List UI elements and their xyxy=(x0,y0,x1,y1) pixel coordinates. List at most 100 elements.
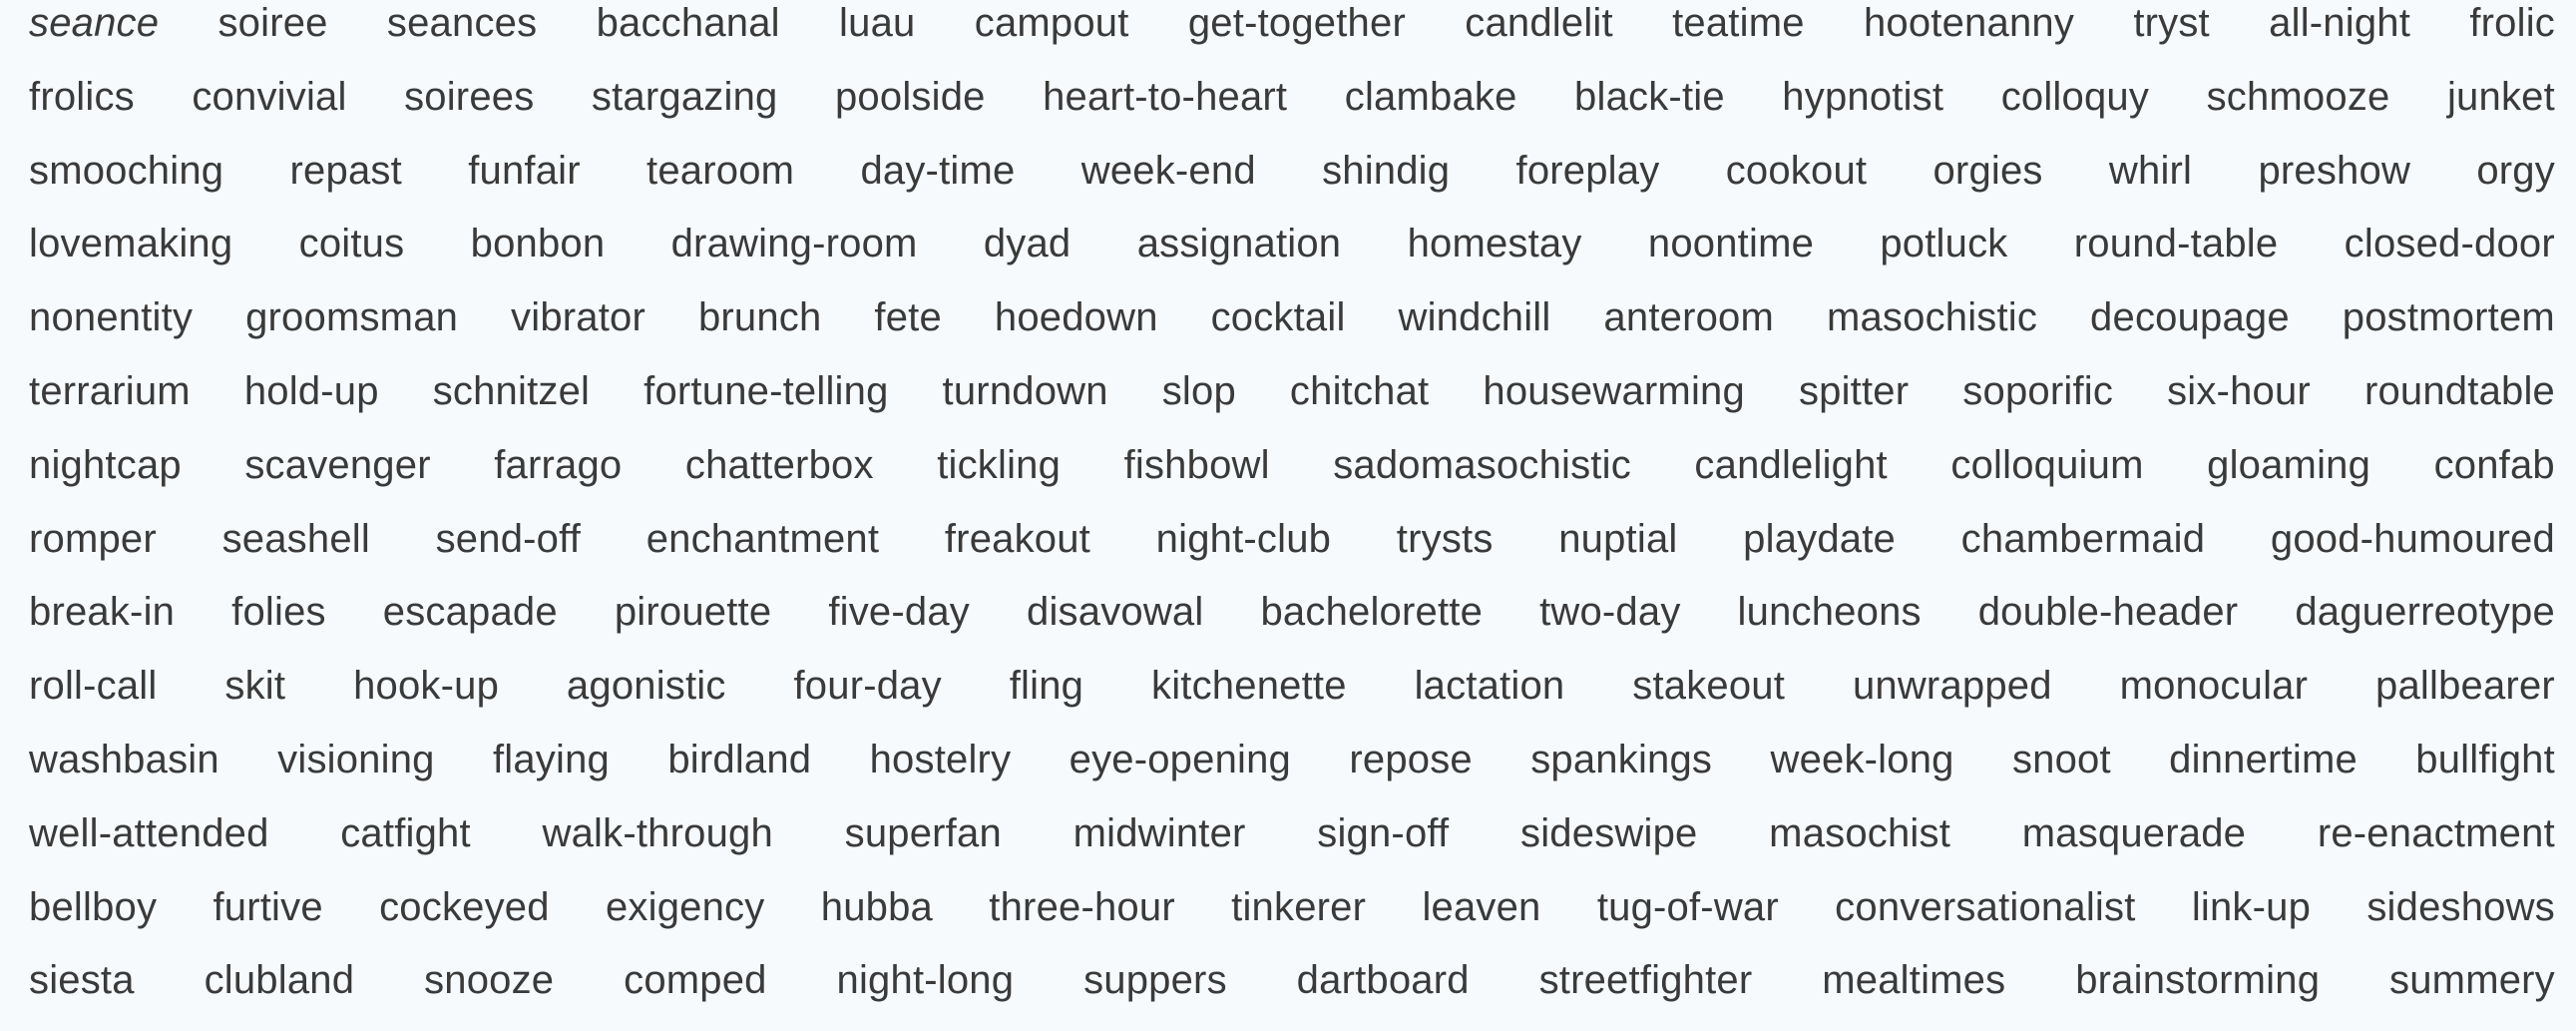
word-item: dyad xyxy=(983,222,1072,266)
word-item: smooching xyxy=(29,148,224,193)
word-item: groomsman xyxy=(245,295,459,340)
word-item: heart-to-heart xyxy=(1043,74,1288,119)
word-item: masochist xyxy=(1769,810,1951,855)
word-item: two-day xyxy=(1539,590,1681,635)
word-item: eye-opening xyxy=(1069,737,1292,781)
word-item: comped xyxy=(624,958,767,1003)
word-item: night-club xyxy=(1155,516,1332,561)
word-item: snooze xyxy=(424,958,555,1003)
word-item: break-in xyxy=(29,590,176,635)
word-item: sideshows xyxy=(2366,884,2555,929)
word-item: shindig xyxy=(1322,148,1451,193)
word-item: foreplay xyxy=(1515,148,1660,193)
word-item: double-header xyxy=(1977,590,2239,635)
word-item: roll-call xyxy=(29,664,158,709)
word-item: anteroom xyxy=(1603,295,1775,340)
word-item: homestay xyxy=(1407,222,1582,266)
word-item: six-hour xyxy=(2167,368,2311,413)
word-item: repose xyxy=(1349,737,1473,781)
word-item: vibrator xyxy=(511,295,646,340)
word-item: chatterbox xyxy=(684,442,874,487)
word-item: four-day xyxy=(793,664,942,709)
word-item: fishbowl xyxy=(1123,442,1270,487)
word-item: coitus xyxy=(298,222,405,266)
word-row: romper seashell send-off enchantment freakou… xyxy=(29,516,2555,590)
word-row: break-in folies escapade pirouette five-day d… xyxy=(29,589,2555,663)
word-item: cookout xyxy=(1725,148,1868,193)
word-row: seance soiree seances bacchanal luau campout g… xyxy=(29,0,2555,74)
word-item: tryst xyxy=(2133,1,2210,45)
word-item: poolside xyxy=(834,74,986,119)
word-item: five-day xyxy=(828,590,970,635)
word-item: noontime xyxy=(1647,222,1815,266)
word-item: birdland xyxy=(667,737,812,781)
word-item: disavowal xyxy=(1027,590,1204,635)
word-item: whirl xyxy=(2108,148,2193,193)
word-item: postmortem xyxy=(2342,295,2555,340)
word-item: freakout xyxy=(944,516,1090,561)
word-item: midwinter xyxy=(1073,810,1246,855)
word-item: frolics xyxy=(29,74,135,119)
word-item: skit xyxy=(224,664,286,709)
word-item: chitchat xyxy=(1289,368,1430,413)
word-item: bachelorette xyxy=(1260,590,1484,635)
word-item: schmooze xyxy=(2206,74,2390,119)
word-item: masochistic xyxy=(1826,295,2038,340)
word-row: well-attended catfight walk-through superfa… xyxy=(29,810,2555,884)
word-item: gloaming xyxy=(2207,442,2371,487)
word-item: week-long xyxy=(1770,737,1954,781)
word-item: clambake xyxy=(1344,74,1517,119)
word-item: tickling xyxy=(937,442,1062,487)
word-item: slop xyxy=(1161,368,1236,413)
word-row: terrarium hold-up schnitzel fortune-telling… xyxy=(29,368,2555,442)
word-row: lovemaking coitus bonbon drawing-room dyad as… xyxy=(29,221,2555,294)
word-item: orgies xyxy=(1932,148,2043,193)
word-item: get-together xyxy=(1187,1,1406,45)
word-item: pallbearer xyxy=(2375,664,2555,709)
word-item: repast xyxy=(289,148,402,193)
word-item: hold-up xyxy=(243,368,379,413)
word-item: scavenger xyxy=(244,442,431,487)
word-item: siesta xyxy=(29,958,135,1003)
word-row: smooching repast funfair tearoom day-time wee… xyxy=(29,148,2555,222)
word-item: sadomasochistic xyxy=(1333,442,1631,487)
word-item: fete xyxy=(874,295,942,340)
word-item: playdate xyxy=(1743,516,1896,561)
word-item: funfair xyxy=(468,148,581,193)
word-item: suppers xyxy=(1083,958,1227,1003)
word-row: bellboy furtive cockeyed exigency hubba three… xyxy=(29,884,2555,958)
word-item: superfan xyxy=(844,810,1002,855)
word-item: dartboard xyxy=(1296,958,1470,1003)
word-item: unwrapped xyxy=(1852,664,2052,709)
word-row: frolics convivial soirees stargazing poolsid… xyxy=(29,74,2555,148)
word-item: well-attended xyxy=(29,810,269,855)
word-item: terrarium xyxy=(29,368,191,413)
word-item: candlelight xyxy=(1694,442,1888,487)
word-item: turndown xyxy=(942,368,1108,413)
word-item: trysts xyxy=(1396,516,1494,561)
word-item: luau xyxy=(839,1,916,45)
word-item: masquerade xyxy=(2021,810,2247,855)
word-item: hoedown xyxy=(994,295,1158,340)
word-item: lactation xyxy=(1414,664,1565,709)
word-item: colloquium xyxy=(1950,442,2144,487)
word-item: fortune-telling xyxy=(644,368,889,413)
word-item: tug-of-war xyxy=(1596,884,1779,929)
word-item: visioning xyxy=(277,737,435,781)
word-item: soporific xyxy=(1962,368,2114,413)
word-item: soirees xyxy=(404,74,535,119)
word-item: send-off xyxy=(435,516,582,561)
word-item: monocular xyxy=(2119,664,2309,709)
word-item: hootenanny xyxy=(1863,1,2075,45)
word-item: chambermaid xyxy=(1960,516,2206,561)
word-item: farrago xyxy=(494,442,623,487)
word-item: clubland xyxy=(204,958,355,1003)
word-item: confab xyxy=(2433,442,2555,487)
word-item: re-enactment xyxy=(2317,810,2555,855)
word-item: hubba xyxy=(820,884,933,929)
word-item: conversationalist xyxy=(1835,884,2136,929)
word-item: cockeyed xyxy=(379,884,550,929)
word-item: tinkerer xyxy=(1231,884,1367,929)
word-item: week-end xyxy=(1080,148,1256,193)
word-item: stakeout xyxy=(1632,664,1786,709)
